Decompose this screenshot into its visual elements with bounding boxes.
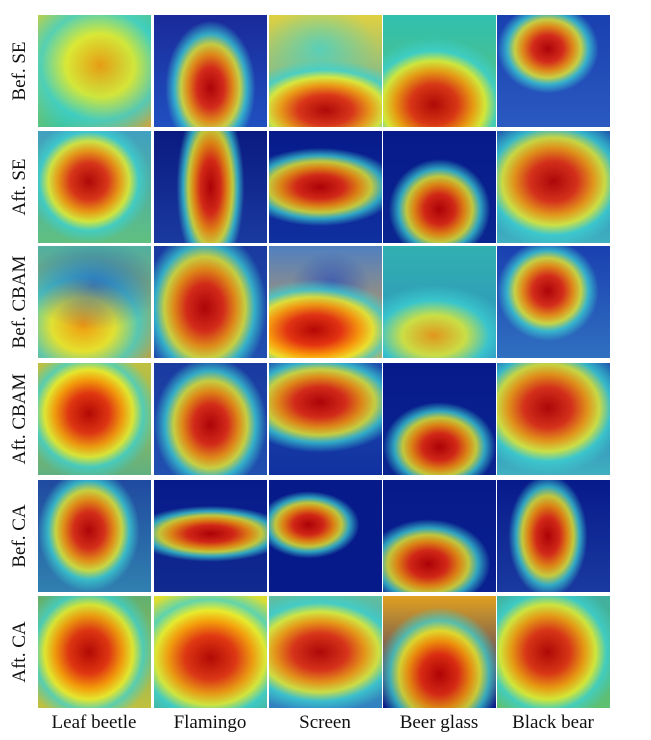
- heatmap-image: [497, 363, 610, 475]
- heatmap-image: [497, 15, 610, 127]
- heatmap-image: [154, 246, 267, 358]
- column-label: Leaf beetle: [51, 712, 137, 733]
- heatmap-image: [38, 363, 151, 475]
- heatmap-image: [38, 15, 151, 127]
- row-label: Bef. CA: [9, 504, 30, 568]
- heatmap-image: [497, 596, 610, 708]
- heatmap-image: [269, 131, 382, 243]
- heatmap-image: [269, 363, 382, 475]
- heatmap-image: [154, 363, 267, 475]
- heatmap-image: [383, 131, 496, 243]
- row-label: Bef. CBAM: [9, 255, 30, 349]
- heatmap-image: [497, 131, 610, 243]
- row-label: Aft. CBAM: [9, 373, 30, 465]
- heatmap-image: [154, 131, 267, 243]
- heatmap-image: [383, 480, 496, 592]
- heatmap-image: [154, 480, 267, 592]
- heatmap-image: [38, 246, 151, 358]
- heatmap-image: [497, 480, 610, 592]
- heatmap-image: [154, 596, 267, 708]
- row-label: Aft. SE: [9, 158, 30, 216]
- heatmap-image: [269, 15, 382, 127]
- row-label: Aft. CA: [9, 621, 30, 683]
- column-label: Beer glass: [399, 712, 479, 733]
- heatmap-image: [38, 596, 151, 708]
- heatmap-image: [38, 480, 151, 592]
- heatmap-image: [154, 15, 267, 127]
- column-label: Black bear: [512, 712, 594, 733]
- heatmap-image: [497, 246, 610, 358]
- column-label: Screen: [299, 712, 351, 733]
- heatmap-image: [269, 246, 382, 358]
- heatmap-image: [383, 15, 496, 127]
- heatmap-image: [269, 596, 382, 708]
- heatmap-image: [383, 596, 496, 708]
- heatmap-image: [269, 480, 382, 592]
- heatmap-image: [383, 246, 496, 358]
- column-label: Flamingo: [173, 712, 247, 733]
- heatmap-image: [383, 363, 496, 475]
- heatmap-image: [38, 131, 151, 243]
- row-label: Bef. SE: [9, 41, 30, 101]
